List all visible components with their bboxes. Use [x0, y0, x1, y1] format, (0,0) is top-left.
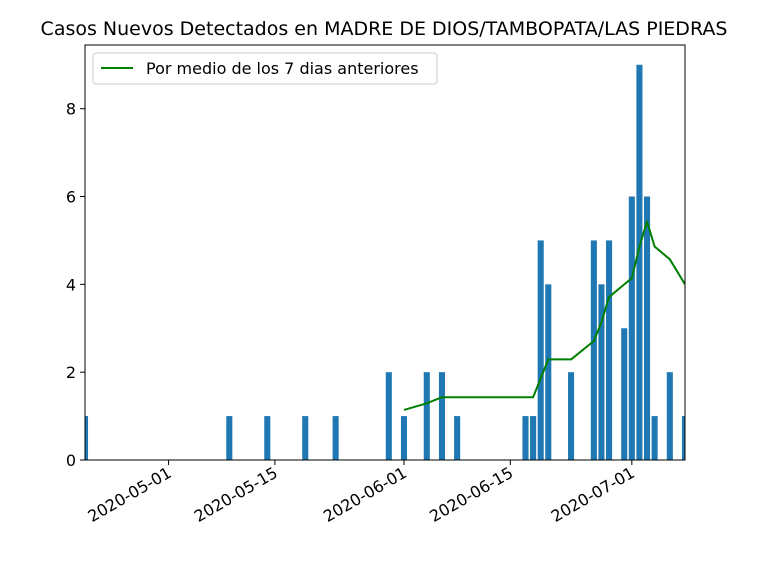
bar [264, 416, 271, 460]
bar [628, 196, 635, 460]
x-axis: 2020-05-01 2020-05-15 2020-06-01 2020-06-15… [85, 460, 638, 526]
y-tick-label: 4 [66, 275, 76, 294]
bar [621, 328, 628, 460]
y-tick-label: 8 [66, 100, 76, 119]
bar [651, 416, 658, 460]
bar [643, 196, 651, 460]
bar [598, 284, 605, 460]
plot-area [85, 64, 685, 460]
y-tick-label: 6 [66, 188, 76, 207]
bar [537, 240, 544, 460]
bar [545, 284, 552, 460]
bar [636, 64, 643, 460]
y-tick-label: 2 [66, 363, 76, 382]
x-tick-label: 2020-05-01 [85, 463, 175, 526]
x-tick-label: 2020-06-15 [426, 463, 516, 526]
bar [681, 416, 685, 460]
bar [302, 416, 309, 460]
y-axis: 0 2 4 6 8 [66, 100, 85, 470]
x-tick-label: 2020-05-15 [191, 463, 281, 526]
legend-label: Por medio de los 7 dias anteriores [146, 59, 419, 78]
legend-box [92, 52, 438, 85]
y-tick-label: 0 [66, 451, 76, 470]
bar [454, 416, 461, 460]
x-tick-label: 2020-06-01 [320, 463, 410, 526]
bar [332, 416, 339, 460]
bar [666, 372, 673, 460]
bar [226, 416, 233, 460]
bar [530, 416, 537, 460]
axes-frame [84, 44, 686, 461]
bar [522, 416, 529, 460]
bar [438, 372, 445, 460]
bar [423, 372, 430, 460]
bar [606, 240, 613, 460]
bar [85, 416, 89, 460]
series-line-moving-average [403, 220, 685, 411]
x-tick-label: 2020-07-01 [548, 463, 638, 526]
bar [590, 240, 597, 460]
bar [568, 372, 575, 460]
legend: Por medio de los 7 dias anteriores [92, 52, 438, 85]
bar [385, 372, 392, 460]
chart-title: Casos Nuevos Detectados en MADRE DE DIOS… [41, 18, 728, 40]
bar [400, 416, 408, 460]
